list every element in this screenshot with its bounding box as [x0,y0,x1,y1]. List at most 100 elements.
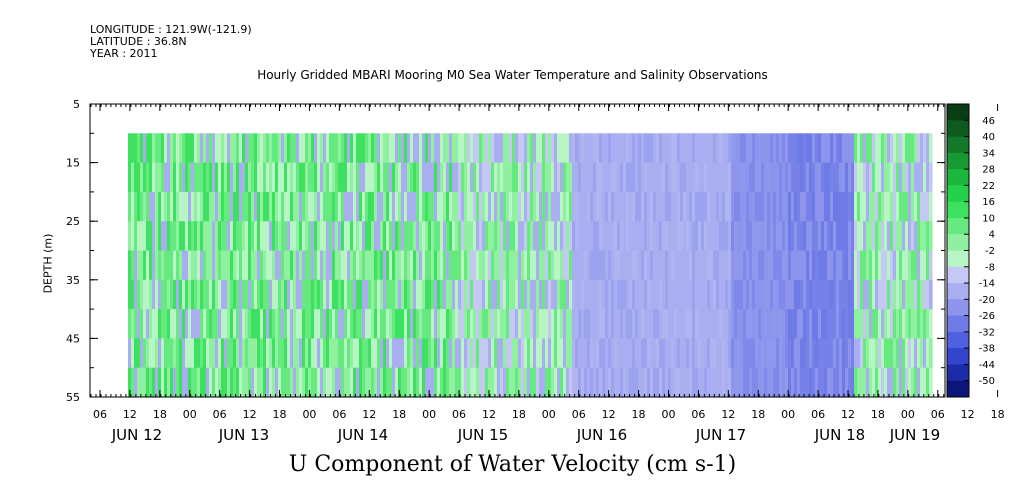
heatmap-cell [734,162,738,193]
heatmap-cell [407,279,411,310]
colorbar-label: 40 [982,132,995,143]
heatmap-cell [563,250,567,281]
heatmap-cell [929,338,933,369]
heatmap-cell [413,279,417,310]
heatmap-cell [338,191,342,222]
heatmap-cell [584,309,588,339]
heatmap-cell [407,338,411,369]
heatmap-cell [848,133,852,164]
heatmap-cell [656,191,660,222]
heatmap-cell [668,221,672,252]
heatmap-cell [908,279,912,310]
heatmap-cell [356,191,360,222]
heatmap-cell [860,338,864,369]
heatmap-cell [800,279,804,310]
x-tick-label: 12 [961,408,975,421]
heatmap-cell [632,162,636,193]
heatmap-cell [602,338,606,369]
heatmap-cell [203,309,207,339]
heatmap-cell [359,338,363,369]
heatmap-cell [368,367,372,398]
heatmap-cell [875,162,879,193]
heatmap-cell [233,250,237,281]
heatmap-cell [773,133,777,164]
heatmap-cell [542,191,546,222]
heatmap-cell [512,309,516,339]
heatmap-cell [623,309,627,339]
heatmap-cell [884,250,888,281]
heatmap-cell [365,250,369,281]
x-tick-label: 00 [781,408,795,421]
heatmap-cell [443,338,447,369]
heatmap-cell [455,338,459,369]
heatmap-cell [443,309,447,339]
heatmap-cell [875,309,879,339]
heatmap-cell [686,133,690,164]
colorbar-label: 46 [982,116,995,127]
heatmap-cell [260,367,264,398]
heatmap-cell [641,221,645,252]
heatmap-cell [152,309,156,339]
heatmap-cell [530,338,534,369]
heatmap-cell [293,367,297,398]
heatmap-cell [824,367,828,398]
heatmap-cell [542,250,546,281]
heatmap-cell [401,338,405,369]
heatmap-cell [602,279,606,310]
heatmap-cell [143,250,147,281]
heatmap-cell [533,338,537,369]
heatmap-cell [185,133,189,164]
heatmap-cell [191,338,195,369]
heatmap-cell [440,133,444,164]
heatmap-cell [161,367,165,398]
heatmap-cell [815,191,819,222]
heatmap-cell [401,309,405,339]
heatmap-cell [422,279,426,310]
colorbar-label: 16 [982,197,995,208]
heatmap-cell [233,367,237,398]
heatmap-cell [416,162,420,193]
heatmap-cell [131,338,135,369]
heatmap-cell [740,191,744,222]
heatmap-cell [326,221,330,252]
heatmap-cell [281,338,285,369]
heatmap-cell [221,367,225,398]
heatmap-cell [782,279,786,310]
heatmap-cell [308,309,312,339]
heatmap-cell [737,133,741,164]
heatmap-cell [833,191,837,222]
heatmap-cell [767,133,771,164]
heatmap-cell [737,279,741,310]
heatmap-cell [476,338,480,369]
heatmap-cell [602,309,606,339]
heatmap-cell [497,191,501,222]
heatmap-cell [188,309,192,339]
heatmap-cell [524,191,528,222]
heatmap-cell [452,338,456,369]
heatmap-cell [797,338,801,369]
heatmap-cell [743,309,747,339]
heatmap-cell [320,162,324,193]
heatmap-cell [764,221,768,252]
heatmap-cell [905,338,909,369]
heatmap-cell [824,221,828,252]
heatmap-cell [233,338,237,369]
heatmap-cell [776,279,780,310]
heatmap-cell [761,367,765,398]
heatmap-cell [842,162,846,193]
heatmap-cell [137,221,141,252]
heatmap-cell [836,221,840,252]
heatmap-cell [848,162,852,193]
heatmap-cell [476,309,480,339]
heatmap-cell [398,338,402,369]
heatmap-cell [257,221,261,252]
heatmap-cell [212,279,216,310]
heatmap-cell [326,133,330,164]
heatmap-cell [458,338,462,369]
heatmap-cell [632,338,636,369]
heatmap-cell [584,250,588,281]
heatmap-cell [893,133,897,164]
heatmap-cell [665,279,669,310]
heatmap-cell [863,309,867,339]
heatmap-cell [218,338,222,369]
